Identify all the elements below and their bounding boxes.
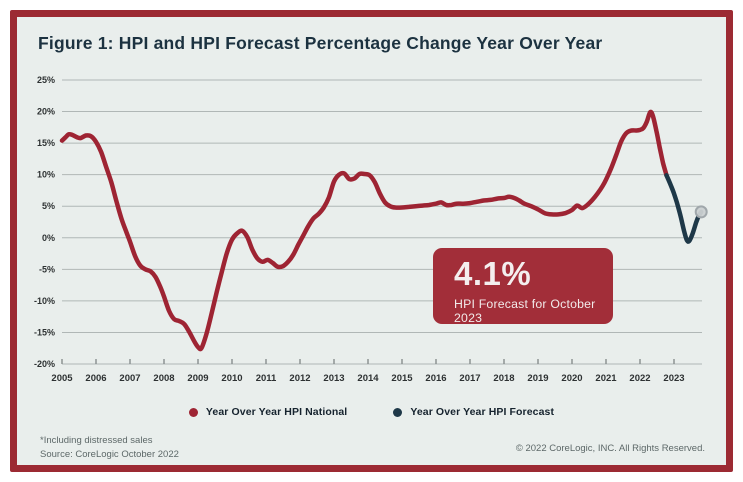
national-legend-dot-icon bbox=[188, 407, 198, 417]
svg-text:2017: 2017 bbox=[459, 373, 480, 384]
footnote-line-2: Source: CoreLogic October 2022 bbox=[40, 448, 179, 460]
svg-text:2011: 2011 bbox=[256, 373, 277, 384]
legend-item-national: Year Over Year HPI National bbox=[188, 406, 348, 418]
svg-text:2015: 2015 bbox=[391, 373, 413, 384]
forecast-callout-value: 4.1% bbox=[454, 255, 532, 292]
svg-text:2016: 2016 bbox=[425, 373, 446, 384]
legend: Year Over Year HPI National Year Over Ye… bbox=[17, 406, 726, 418]
svg-text:2023: 2023 bbox=[663, 373, 684, 384]
svg-text:2010: 2010 bbox=[221, 373, 242, 384]
svg-text:-10%: -10% bbox=[34, 296, 55, 306]
forecast-callout-caption: HPI Forecast for October 2023 bbox=[454, 296, 596, 325]
forecast-end-marker bbox=[694, 205, 708, 219]
copyright-text: © 2022 CoreLogic, INC. All Rights Reserv… bbox=[515, 443, 705, 454]
hpi-forecast-line bbox=[664, 173, 704, 244]
forecast-callout: 4.1% HPI Forecast for October 2023 bbox=[433, 248, 613, 325]
svg-text:2020: 2020 bbox=[561, 373, 582, 384]
forecast-legend-dot-icon bbox=[393, 407, 403, 417]
svg-text:25%: 25% bbox=[37, 75, 55, 85]
svg-text:2008: 2008 bbox=[153, 373, 174, 384]
y-axis-labels: 25% 20% 15% 10% 5% 0% -5% -10% -15% -20% bbox=[34, 75, 55, 369]
svg-text:20%: 20% bbox=[37, 107, 55, 117]
legend-label-national: Year Over Year HPI National bbox=[205, 406, 348, 418]
svg-text:0%: 0% bbox=[42, 233, 55, 243]
svg-text:5%: 5% bbox=[42, 201, 55, 211]
svg-text:10%: 10% bbox=[37, 170, 55, 180]
svg-text:2013: 2013 bbox=[323, 373, 344, 384]
svg-text:2019: 2019 bbox=[527, 373, 548, 384]
hpi-national-line bbox=[59, 109, 669, 352]
footnote-line-1: *Including distressed sales bbox=[40, 435, 153, 446]
svg-text:2009: 2009 bbox=[187, 373, 208, 384]
gridlines bbox=[62, 79, 702, 365]
figure-frame: 25% 20% 15% 10% 5% 0% -5% -10% -15% -20% 2005 2006 2… bbox=[10, 10, 733, 472]
svg-text:15%: 15% bbox=[37, 138, 55, 148]
svg-text:2018: 2018 bbox=[493, 373, 514, 384]
footnote: *Including distressed sales Source: Core… bbox=[40, 434, 179, 462]
svg-text:2006: 2006 bbox=[85, 373, 106, 384]
x-axis: 2005 2006 2007 2008 2009 2010 2011 2012 2013 2014… bbox=[51, 359, 685, 384]
svg-text:2007: 2007 bbox=[119, 373, 140, 384]
svg-text:2021: 2021 bbox=[595, 373, 617, 384]
svg-text:2012: 2012 bbox=[289, 373, 310, 384]
svg-text:-20%: -20% bbox=[34, 359, 55, 369]
svg-text:-5%: -5% bbox=[39, 264, 55, 274]
svg-text:-15%: -15% bbox=[34, 327, 55, 337]
svg-text:2005: 2005 bbox=[51, 373, 73, 384]
svg-text:2022: 2022 bbox=[629, 373, 650, 384]
legend-item-forecast: Year Over Year HPI Forecast bbox=[393, 406, 554, 418]
legend-label-forecast: Year Over Year HPI Forecast bbox=[410, 406, 555, 418]
page-title: Figure 1: HPI and HPI Forecast Percentag… bbox=[38, 33, 603, 53]
svg-text:2014: 2014 bbox=[357, 373, 379, 384]
chart-svg: 25%20%15%10%5%0%-5%-10%-15%-20%2005 2006 2… bbox=[34, 75, 708, 384]
